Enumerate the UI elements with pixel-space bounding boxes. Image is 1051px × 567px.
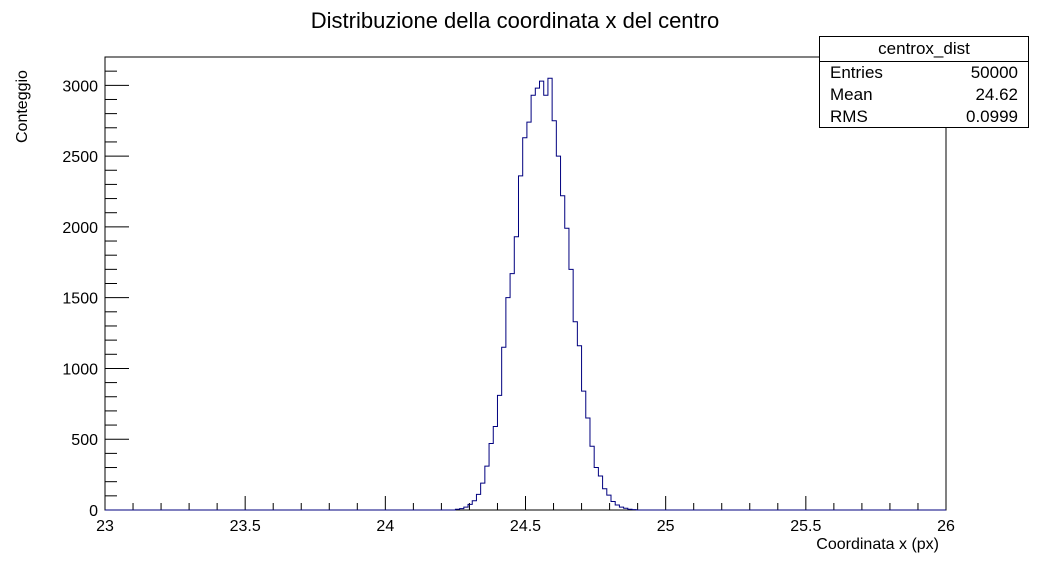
y-axis-label: Conteggio bbox=[14, 70, 31, 143]
stats-row-mean: Mean 24.62 bbox=[820, 84, 1028, 106]
y-tick-label: 2000 bbox=[62, 220, 98, 237]
histogram-series bbox=[105, 77, 946, 511]
stats-label: Mean bbox=[830, 85, 873, 104]
y-tick-labels: 0 500 1000 1500 2000 2500 3000 bbox=[62, 78, 98, 520]
y-tick-label: 3000 bbox=[62, 78, 98, 95]
x-tick-label: 23 bbox=[96, 518, 114, 535]
stats-value: 0.0999 bbox=[966, 107, 1018, 126]
x-tick-label: 25.5 bbox=[790, 518, 821, 535]
stats-title: centrox_dist bbox=[820, 37, 1028, 62]
stats-row-rms: RMS 0.0999 bbox=[820, 106, 1028, 128]
stats-row-entries: Entries 50000 bbox=[820, 62, 1028, 84]
x-tick-labels: 23 23.5 24 24.5 25 25.5 26 bbox=[96, 518, 955, 535]
x-axis-label: Coordinata x (px) bbox=[816, 536, 939, 553]
y-tick-label: 0 bbox=[89, 503, 98, 520]
x-tick-label: 26 bbox=[937, 518, 955, 535]
x-tick-label: 24 bbox=[376, 518, 394, 535]
y-tick-label: 1500 bbox=[62, 291, 98, 308]
y-tick-label: 1000 bbox=[62, 361, 98, 378]
stats-label: RMS bbox=[830, 107, 868, 126]
y-tick-label: 500 bbox=[71, 432, 98, 449]
stats-label: Entries bbox=[830, 63, 883, 82]
x-tick-label: 25 bbox=[657, 518, 675, 535]
x-tick-label: 23.5 bbox=[230, 518, 261, 535]
chart-title: Distribuzione della coordinata x del cen… bbox=[311, 8, 719, 33]
y-tick-label: 2500 bbox=[62, 149, 98, 166]
stats-value: 24.62 bbox=[975, 85, 1018, 104]
x-tick-label: 24.5 bbox=[510, 518, 541, 535]
stats-box: centrox_dist Entries 50000 Mean 24.62 RM… bbox=[819, 36, 1029, 128]
stats-value: 50000 bbox=[970, 63, 1018, 82]
